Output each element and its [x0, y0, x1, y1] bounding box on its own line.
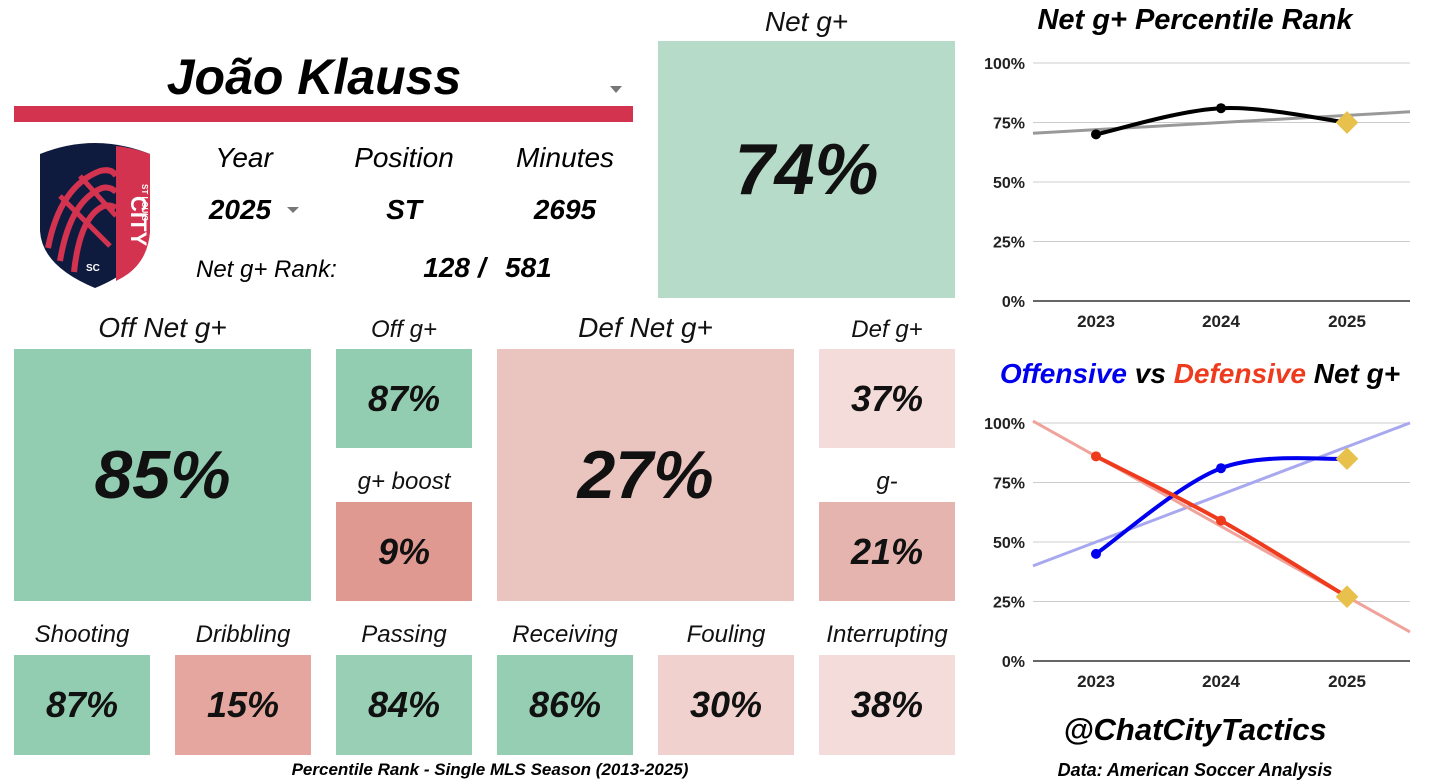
highlight-point [1335, 447, 1359, 471]
def-net-tile: 27% [497, 349, 794, 601]
crest-city-text: CITY [126, 196, 151, 246]
y-tick-label: 100% [984, 56, 1025, 73]
player-dropdown-caret-icon[interactable] [610, 86, 622, 93]
receiving-tile: 86% [497, 655, 633, 755]
g-boost-value: 9% [377, 530, 431, 572]
data-point [1216, 103, 1226, 114]
rank-label: Net g+ Rank: [196, 256, 337, 283]
data-point [1216, 463, 1226, 474]
interrupting-value: 38% [850, 684, 924, 725]
shooting-label: Shooting [34, 621, 130, 648]
data-point [1216, 515, 1226, 526]
shooting-value: 87% [45, 684, 119, 725]
crest-st-louis-text: ST LOUIS [140, 184, 149, 222]
footer-handle: @ChatCityTactics [1063, 712, 1327, 747]
net-g-tile: 74% [658, 41, 955, 298]
shooting-tile: 87% [14, 655, 150, 755]
net-g-value: 74% [734, 129, 879, 210]
position-label: Position [354, 142, 454, 173]
crest-sc-text: SC [86, 263, 100, 274]
minutes-value: 2695 [533, 194, 597, 225]
chart1-title: Net g+ Percentile Rank [1037, 4, 1353, 36]
data-point [1091, 548, 1101, 559]
interrupting-label: Interrupting [826, 621, 948, 648]
dribbling-label: Dribbling [195, 621, 291, 648]
def-g-label: Def g+ [851, 316, 923, 343]
x-tick-label: 2023 [1077, 672, 1115, 691]
fouling-value: 30% [689, 684, 763, 725]
off-g-value: 87% [367, 377, 441, 419]
year-label: Year [215, 142, 273, 173]
def-net-value: 27% [577, 437, 714, 513]
chart2-title: Offensive vs Defensive Net g+ [975, 358, 1425, 390]
x-tick-label: 2025 [1328, 312, 1366, 331]
chart2-title-defensive: Defensive [1173, 358, 1306, 389]
net-g-label: Net g+ [764, 6, 849, 37]
rank-value: 128 [423, 252, 470, 283]
y-tick-label: 25% [993, 595, 1025, 612]
club-crest-icon: CITY ST LOUIS SC [30, 136, 160, 291]
def-g-value: 37% [850, 377, 924, 419]
y-tick-label: 100% [984, 416, 1025, 433]
chart2-title-offensive: Offensive [999, 358, 1127, 389]
off-g-tile: 87% [336, 349, 472, 448]
data-point [1091, 129, 1101, 140]
footer-source: Data: American Soccer Analysis [1057, 760, 1333, 780]
g-minus-label: g- [876, 468, 898, 495]
x-tick-label: 2024 [1202, 312, 1240, 331]
y-tick-label: 0% [1002, 654, 1025, 671]
fouling-tile: 30% [658, 655, 794, 755]
chart2-title-netg: Net g+ [1313, 358, 1401, 389]
x-tick-label: 2025 [1328, 672, 1366, 691]
g-minus-tile: 21% [819, 502, 955, 601]
off-vs-def-chart: 0% 25% 50% 75% 100% 2023 2024 2025 [984, 416, 1411, 691]
dribbling-value: 15% [206, 684, 280, 725]
y-tick-label: 0% [1002, 294, 1025, 311]
rank-total: 581 [505, 252, 552, 283]
rank-separator: / [478, 252, 486, 283]
y-tick-label: 75% [993, 116, 1025, 133]
fouling-label: Fouling [686, 621, 766, 648]
receiving-label: Receiving [512, 621, 618, 648]
y-tick-label: 25% [993, 235, 1025, 252]
off-net-label: Off Net g+ [98, 312, 227, 343]
y-tick-label: 50% [993, 535, 1025, 552]
off-net-value: 85% [94, 437, 231, 513]
player-name: João Klauss [166, 49, 462, 105]
name-underline-bar [14, 106, 633, 122]
x-tick-label: 2023 [1077, 312, 1115, 331]
chart2-title-vs: vs [1134, 358, 1166, 389]
trendline [1032, 421, 1411, 568]
def-net-label: Def Net g+ [578, 312, 713, 343]
year-value[interactable]: 2025 [208, 194, 272, 225]
g-boost-label: g+ boost [357, 468, 451, 495]
g-minus-value: 21% [850, 530, 924, 572]
x-tick-label: 2024 [1202, 672, 1240, 691]
interrupting-tile: 38% [819, 655, 955, 755]
position-value: ST [386, 194, 422, 225]
def-g-tile: 37% [819, 349, 955, 448]
y-tick-label: 50% [993, 175, 1025, 192]
passing-tile: 84% [336, 655, 472, 755]
dribbling-tile: 15% [175, 655, 311, 755]
year-dropdown-caret-icon[interactable] [287, 207, 299, 213]
minutes-label: Minutes [515, 142, 615, 173]
passing-label: Passing [361, 621, 447, 648]
footer-note: Percentile Rank - Single MLS Season (201… [291, 760, 689, 779]
passing-value: 84% [367, 684, 441, 725]
data-point [1091, 451, 1101, 462]
off-g-label: Off g+ [370, 316, 438, 343]
off-net-tile: 85% [14, 349, 311, 601]
highlight-point [1335, 585, 1359, 609]
g-boost-tile: 9% [336, 502, 472, 601]
y-tick-label: 75% [993, 476, 1025, 493]
receiving-value: 86% [528, 684, 602, 725]
net-g-percentile-chart: 0% 25% 50% 75% 100% 2023 2024 2025 [984, 56, 1411, 331]
